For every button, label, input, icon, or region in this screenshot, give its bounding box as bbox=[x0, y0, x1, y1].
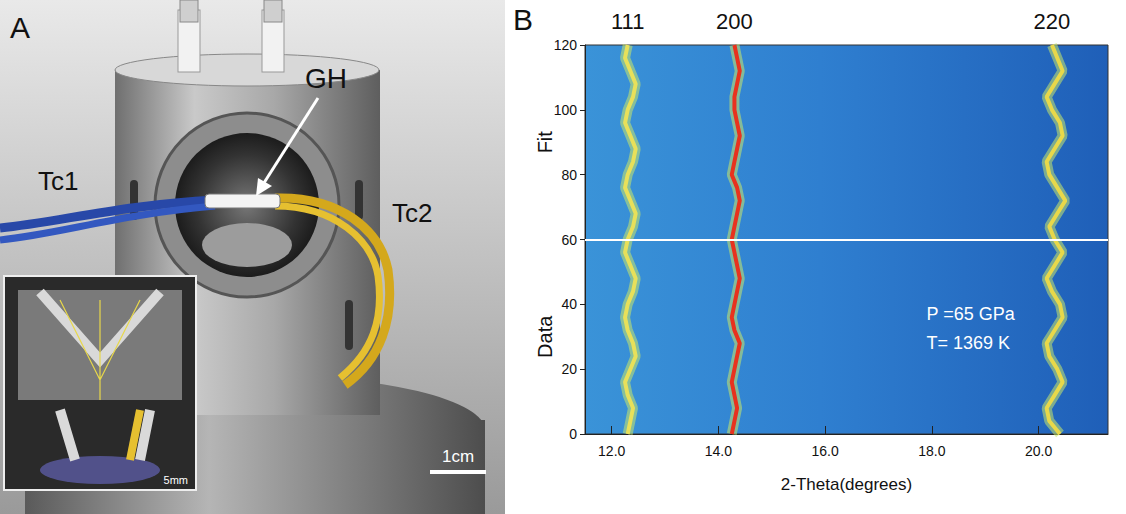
svg-text:111: 111 bbox=[611, 9, 644, 34]
svg-text:5mm: 5mm bbox=[164, 474, 188, 486]
svg-text:P =65 GPa: P =65 GPa bbox=[927, 304, 1016, 324]
svg-text:12.0: 12.0 bbox=[598, 443, 625, 459]
svg-text:Tc1: Tc1 bbox=[38, 166, 78, 196]
svg-text:120: 120 bbox=[554, 37, 578, 53]
svg-text:220: 220 bbox=[1034, 9, 1071, 34]
svg-text:T= 1369 K: T= 1369 K bbox=[927, 333, 1011, 353]
svg-text:200: 200 bbox=[716, 9, 753, 34]
svg-text:Tc2: Tc2 bbox=[392, 198, 432, 228]
svg-text:14.0: 14.0 bbox=[705, 443, 732, 459]
svg-text:GH: GH bbox=[305, 63, 347, 94]
svg-text:20.0: 20.0 bbox=[1025, 443, 1052, 459]
svg-text:60: 60 bbox=[561, 232, 577, 248]
svg-text:16.0: 16.0 bbox=[812, 443, 839, 459]
svg-text:18.0: 18.0 bbox=[918, 443, 945, 459]
svg-text:40: 40 bbox=[561, 296, 577, 312]
svg-text:1cm: 1cm bbox=[442, 447, 474, 466]
svg-text:80: 80 bbox=[561, 167, 577, 183]
svg-text:Fit: Fit bbox=[534, 131, 556, 154]
svg-text:B: B bbox=[513, 3, 533, 36]
svg-text:2-Theta(degrees): 2-Theta(degrees) bbox=[781, 475, 912, 494]
svg-text:A: A bbox=[10, 11, 30, 44]
svg-text:Data: Data bbox=[534, 315, 556, 358]
svg-text:100: 100 bbox=[554, 102, 578, 118]
svg-text:20: 20 bbox=[561, 361, 577, 377]
svg-text:0: 0 bbox=[569, 426, 577, 442]
